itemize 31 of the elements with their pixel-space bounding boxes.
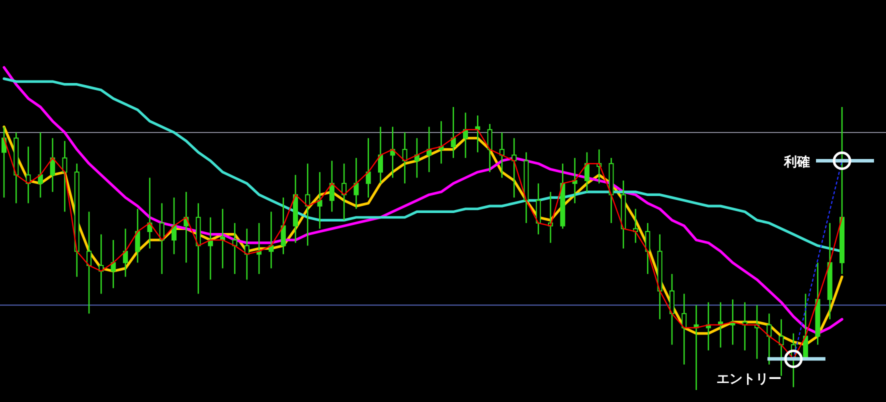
candlestick bbox=[584, 152, 590, 193]
candlestick bbox=[122, 228, 128, 278]
candlestick bbox=[414, 137, 420, 178]
candlestick bbox=[378, 126, 383, 184]
candlestick bbox=[778, 318, 784, 376]
candlestick bbox=[38, 132, 43, 198]
candlestick bbox=[62, 140, 68, 212]
candlestick bbox=[135, 208, 140, 264]
candlestick bbox=[232, 222, 238, 275]
candlestick bbox=[682, 293, 687, 366]
candlestick bbox=[50, 137, 56, 193]
candlestick bbox=[366, 137, 371, 198]
candlestick bbox=[305, 162, 310, 246]
candlestick bbox=[487, 123, 492, 173]
candlestick bbox=[159, 202, 164, 275]
candlestick bbox=[280, 196, 286, 255]
candlestick bbox=[645, 222, 650, 275]
candlestick bbox=[172, 196, 177, 255]
candlestick bbox=[512, 137, 517, 198]
candlestick bbox=[450, 106, 456, 159]
candlestick bbox=[329, 160, 334, 212]
candlestick bbox=[766, 312, 772, 366]
annotation: 利確 bbox=[783, 154, 810, 170]
candlestick bbox=[268, 211, 274, 269]
candlestick bbox=[669, 273, 674, 346]
candlestick bbox=[536, 182, 541, 235]
candlestick bbox=[402, 132, 408, 184]
candlestick bbox=[110, 239, 116, 289]
candlestick bbox=[86, 211, 92, 314]
annotation: エントリー bbox=[716, 372, 782, 387]
candlestick bbox=[354, 157, 359, 210]
